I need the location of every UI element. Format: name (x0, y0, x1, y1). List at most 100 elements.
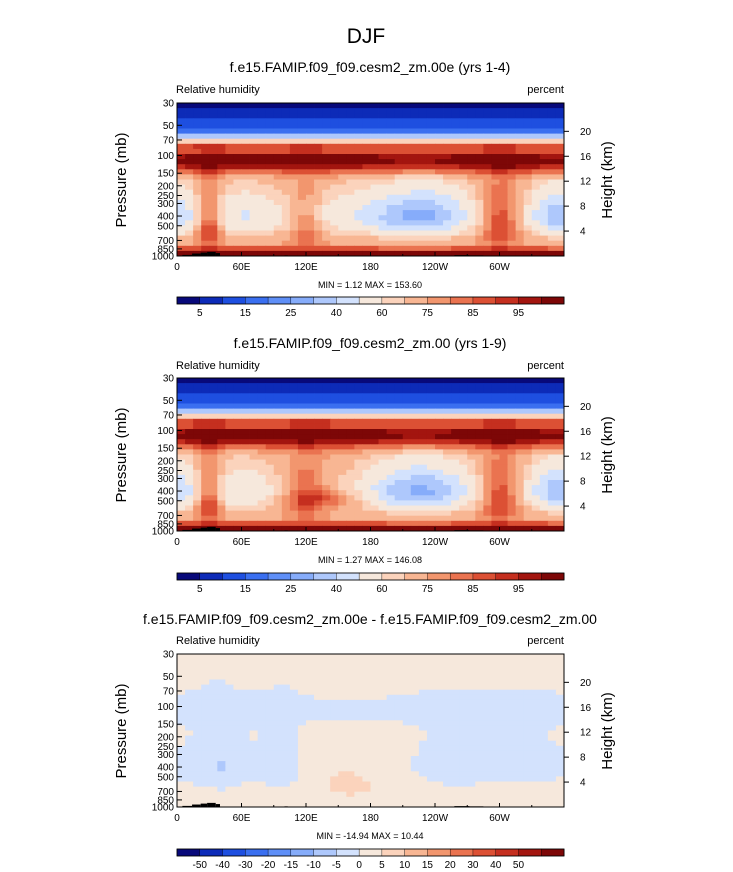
p1-cell (362, 184, 371, 191)
p2-cell (185, 408, 194, 415)
p3-cell (354, 654, 363, 660)
p3-cell (265, 766, 275, 772)
p3-cell (265, 720, 275, 726)
p3-cell (257, 689, 267, 696)
p1-cell (209, 169, 218, 175)
p2-cell (257, 500, 267, 506)
p2-cell (443, 383, 452, 389)
p1-x-tick-label: 120E (294, 262, 318, 273)
p1-cell (209, 164, 218, 170)
p1-cell (378, 184, 388, 191)
p3-cell (386, 710, 396, 716)
p3-cell (322, 781, 331, 787)
p2-cell (177, 403, 186, 409)
p3-cell (443, 669, 452, 675)
p1-cell (273, 138, 283, 145)
p3-cell (523, 684, 533, 691)
p1-cell (217, 210, 226, 216)
p3-cell (346, 659, 355, 665)
p3-cell (378, 705, 388, 711)
p3-cell (330, 664, 339, 670)
p1-cell (475, 215, 484, 221)
p2-cell (475, 444, 484, 450)
p2-cell (185, 500, 194, 506)
p1-cell (459, 245, 468, 252)
p2-cell (386, 520, 396, 527)
p2-cell (531, 429, 541, 435)
panel-1-ylabel-right: Height (km) (599, 141, 616, 219)
p1-cell (386, 215, 396, 221)
p3-cell (491, 679, 500, 685)
p1-cell (426, 133, 436, 140)
p1-cell (402, 154, 412, 160)
p2-cell (394, 510, 404, 517)
p2-cell (265, 429, 275, 435)
p2-cell (249, 383, 259, 389)
p3-cell (523, 801, 533, 808)
p2-cell (418, 439, 428, 445)
p3-cell (314, 684, 323, 691)
p2-cell (410, 490, 420, 496)
p3-cell (467, 730, 476, 736)
p1-cell (225, 169, 234, 175)
p1-cell (483, 215, 492, 221)
p2-cell (233, 495, 242, 501)
p1-cell (418, 133, 428, 140)
p1-cell (378, 103, 388, 109)
p1-cell (281, 240, 291, 247)
p3-cell (515, 756, 525, 762)
p2-cell (322, 474, 331, 481)
panel-1-plot-area (176, 102, 565, 257)
p1-cell (273, 103, 283, 109)
p2-cell (555, 413, 565, 420)
p3-cell (378, 740, 388, 747)
p1-cell (281, 230, 291, 236)
p2-cell (265, 398, 275, 404)
p1-cell (193, 230, 202, 236)
p2-cell (330, 403, 339, 409)
p3-cell (515, 679, 525, 685)
p1-cell (209, 194, 218, 201)
p1-cell (257, 230, 267, 236)
p1-cell (201, 169, 210, 175)
p3-cell (386, 720, 396, 726)
p2-cell (443, 474, 452, 481)
p2-cell (225, 480, 234, 486)
p1-cell (491, 240, 500, 247)
p2-cell (491, 495, 500, 501)
p3-cell (491, 674, 500, 680)
p3-cell (330, 796, 339, 803)
p3-cell (370, 669, 379, 675)
p3-cell (443, 771, 452, 777)
p1-cell (394, 199, 404, 206)
p1-cell (354, 179, 363, 185)
p1-cell (410, 123, 420, 129)
p2-cell (426, 469, 436, 476)
p1-cell (410, 245, 420, 252)
p3-cell (281, 689, 291, 696)
p1-cell (467, 210, 476, 216)
p2-cell (555, 418, 565, 425)
p1-cell (322, 154, 331, 160)
p3-cell (185, 679, 194, 685)
p2-cell (225, 413, 234, 420)
p1-cell (217, 235, 226, 242)
p2-cell (370, 510, 379, 517)
p2-cell (435, 393, 444, 399)
p1-cell (539, 138, 549, 145)
p1-colorbar-box (290, 296, 315, 305)
p3-cell (467, 796, 476, 803)
p1-colorbar-box (449, 296, 474, 305)
p1-cell (265, 113, 275, 119)
p2-cell (314, 434, 323, 440)
p3-cell (467, 756, 476, 762)
p3-cell (418, 766, 428, 772)
p1-cell (483, 230, 492, 236)
p3-x-tick-label: 0 (174, 813, 180, 824)
p1-cell (289, 230, 299, 236)
p2-cell (499, 378, 508, 384)
p3-cell (418, 735, 428, 742)
p1-cell (297, 169, 307, 175)
p1-cell (410, 179, 420, 185)
p2-cell (426, 520, 436, 527)
